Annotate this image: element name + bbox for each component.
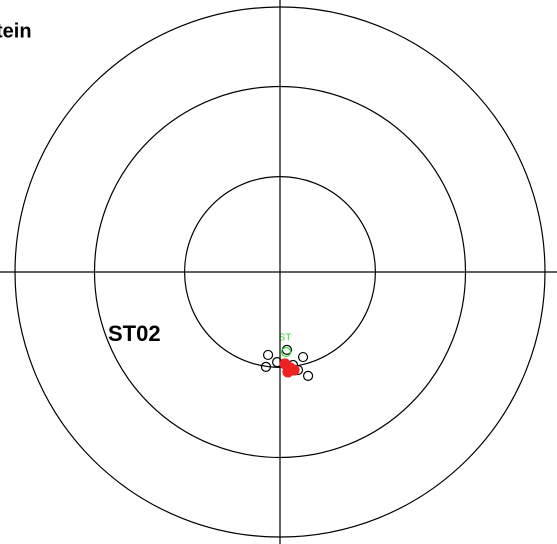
data-point [260,361,272,372]
ring [184,176,377,369]
data-point [297,351,309,363]
station-label: ST02 [108,321,161,346]
chart-title: tein [0,20,32,42]
data-point [288,364,300,376]
annotation: ST [279,333,292,344]
data-point [280,346,292,358]
ring [93,85,467,459]
data-point [302,370,314,381]
data-point [262,349,274,361]
ring [14,6,546,538]
